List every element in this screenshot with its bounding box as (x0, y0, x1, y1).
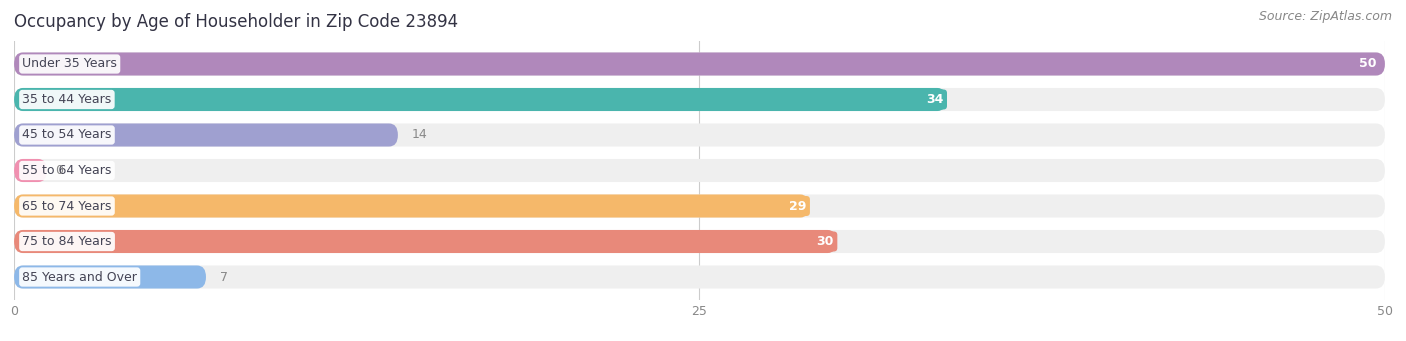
FancyBboxPatch shape (14, 159, 46, 182)
FancyBboxPatch shape (14, 123, 398, 147)
Text: 45 to 54 Years: 45 to 54 Years (22, 129, 111, 142)
FancyBboxPatch shape (14, 53, 1385, 76)
Text: Source: ZipAtlas.com: Source: ZipAtlas.com (1258, 10, 1392, 23)
Text: 34: 34 (927, 93, 943, 106)
FancyBboxPatch shape (14, 159, 1385, 182)
Text: Under 35 Years: Under 35 Years (22, 58, 117, 71)
Text: 0: 0 (55, 164, 63, 177)
FancyBboxPatch shape (14, 123, 1385, 147)
FancyBboxPatch shape (14, 230, 1385, 253)
FancyBboxPatch shape (14, 53, 1385, 76)
FancyBboxPatch shape (14, 194, 810, 218)
Text: 55 to 64 Years: 55 to 64 Years (22, 164, 111, 177)
Text: 29: 29 (789, 199, 807, 212)
Text: 35 to 44 Years: 35 to 44 Years (22, 93, 111, 106)
Text: 85 Years and Over: 85 Years and Over (22, 270, 138, 283)
FancyBboxPatch shape (14, 230, 837, 253)
Text: 14: 14 (412, 129, 427, 142)
Text: 75 to 84 Years: 75 to 84 Years (22, 235, 112, 248)
FancyBboxPatch shape (14, 265, 207, 288)
FancyBboxPatch shape (14, 88, 946, 111)
FancyBboxPatch shape (14, 194, 1385, 218)
Text: 65 to 74 Years: 65 to 74 Years (22, 199, 111, 212)
FancyBboxPatch shape (14, 265, 1385, 288)
Text: 50: 50 (1360, 58, 1376, 71)
Text: 7: 7 (219, 270, 228, 283)
FancyBboxPatch shape (14, 88, 1385, 111)
Text: Occupancy by Age of Householder in Zip Code 23894: Occupancy by Age of Householder in Zip C… (14, 13, 458, 31)
Text: 30: 30 (817, 235, 834, 248)
